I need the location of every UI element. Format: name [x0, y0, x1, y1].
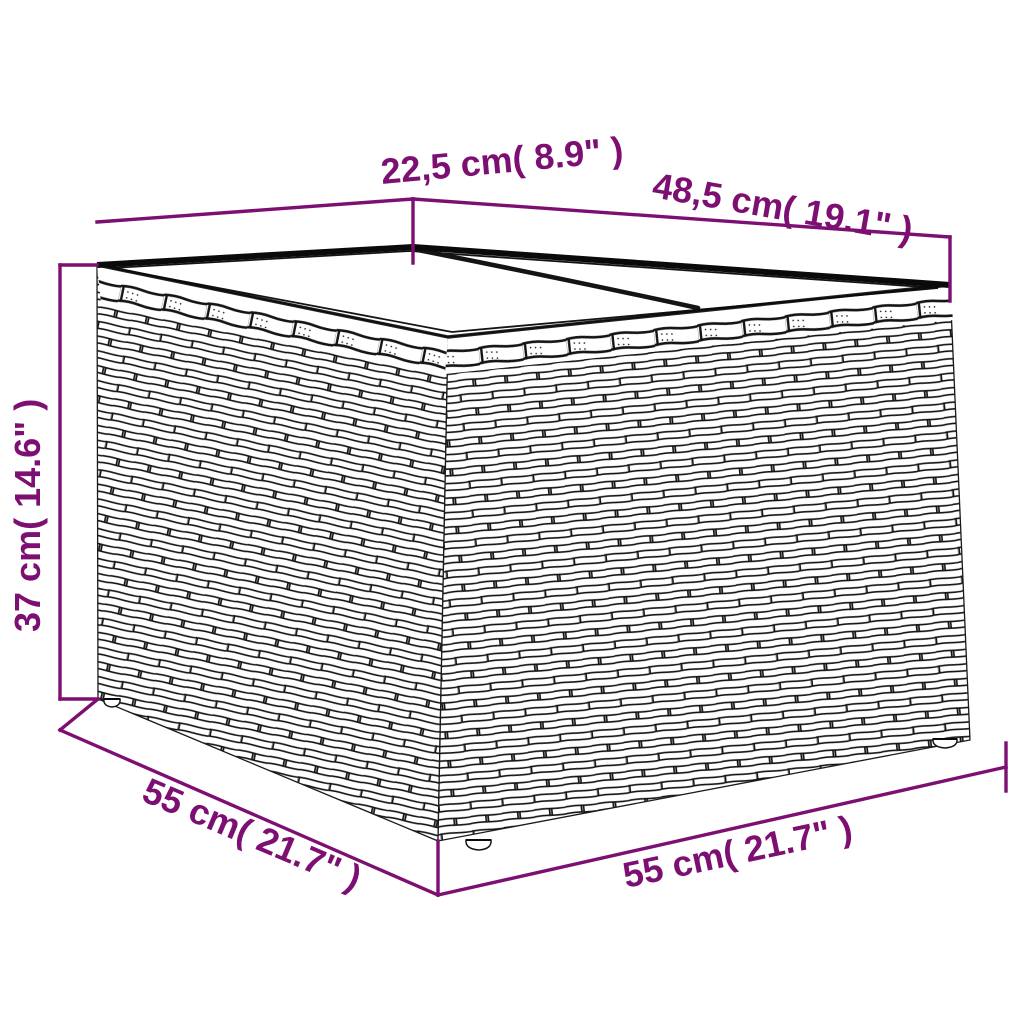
svg-text:37 cm( 14.6" ): 37 cm( 14.6" )	[7, 399, 48, 632]
